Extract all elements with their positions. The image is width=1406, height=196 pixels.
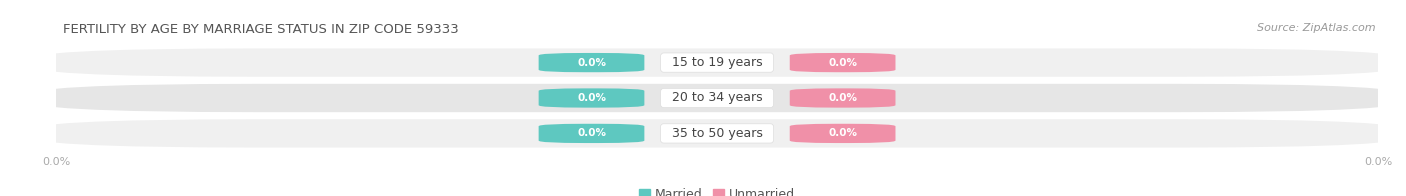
Text: 0.0%: 0.0%: [576, 128, 606, 138]
Text: 0.0%: 0.0%: [828, 58, 858, 68]
FancyBboxPatch shape: [538, 53, 644, 72]
FancyBboxPatch shape: [538, 124, 644, 143]
FancyBboxPatch shape: [790, 53, 896, 72]
Legend: Married, Unmarried: Married, Unmarried: [634, 183, 800, 196]
Text: 20 to 34 years: 20 to 34 years: [664, 92, 770, 104]
Text: Source: ZipAtlas.com: Source: ZipAtlas.com: [1257, 23, 1375, 33]
FancyBboxPatch shape: [790, 124, 896, 143]
Text: 35 to 50 years: 35 to 50 years: [664, 127, 770, 140]
Text: FERTILITY BY AGE BY MARRIAGE STATUS IN ZIP CODE 59333: FERTILITY BY AGE BY MARRIAGE STATUS IN Z…: [63, 23, 458, 36]
FancyBboxPatch shape: [22, 119, 1406, 148]
FancyBboxPatch shape: [538, 88, 644, 108]
Text: 15 to 19 years: 15 to 19 years: [664, 56, 770, 69]
Text: 0.0%: 0.0%: [576, 58, 606, 68]
Text: 0.0%: 0.0%: [828, 128, 858, 138]
FancyBboxPatch shape: [22, 48, 1406, 77]
FancyBboxPatch shape: [790, 88, 896, 108]
Text: 0.0%: 0.0%: [828, 93, 858, 103]
Text: 0.0%: 0.0%: [576, 93, 606, 103]
FancyBboxPatch shape: [22, 84, 1406, 112]
